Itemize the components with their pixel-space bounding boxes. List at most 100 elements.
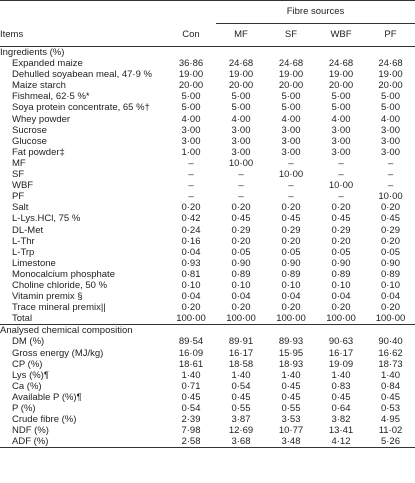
row-label: Trace mineral premix|| bbox=[12, 302, 106, 314]
cell-sf: 0·05 bbox=[281, 246, 301, 258]
cell-con: 18·61 bbox=[178, 358, 204, 370]
cell-wbf: – bbox=[338, 157, 344, 169]
table-row: Sucrose 3·00 3·00 3·00 3·00 3·00 bbox=[0, 125, 415, 136]
table-row: CP (%) 18·61 18·58 18·93 19·09 18·73 bbox=[0, 359, 415, 370]
table-row: Monocalcium phosphate 0·81 0·89 0·89 0·89 0·8… bbox=[0, 269, 415, 280]
cell-sf: 20·00 bbox=[278, 80, 304, 92]
table-row: Total 100·00 100·00 100·00 100·00 100·00 bbox=[0, 313, 415, 325]
cell-con: 0·04 bbox=[181, 246, 201, 258]
cell-pf: 3·00 bbox=[380, 124, 400, 136]
cell-wbf: 13·41 bbox=[328, 425, 354, 437]
cell-con: 1·00 bbox=[181, 146, 201, 158]
cell-wbf: 16·17 bbox=[328, 347, 354, 359]
cell-mf: 0·55 bbox=[231, 403, 251, 414]
cell-wbf: 0·20 bbox=[331, 202, 351, 214]
cell-sf: – bbox=[288, 180, 294, 192]
cell-pf: 0·20 bbox=[380, 235, 400, 247]
table-row: DM (%) 89·54 89·91 89·93 90·63 90·40 bbox=[0, 336, 415, 347]
table-row: Gross energy (MJ/kg) 16·09 16·17 15·95 16·17… bbox=[0, 348, 415, 359]
cell-wbf: 0·83 bbox=[331, 380, 351, 392]
cell-pf: – bbox=[387, 157, 394, 169]
cell-wbf: 5·00 bbox=[331, 102, 351, 114]
cell-sf: 0·45 bbox=[281, 213, 301, 225]
cell-con: 100·00 bbox=[176, 313, 206, 325]
cell-pf: – bbox=[387, 180, 394, 192]
column-header-wbf: WBF bbox=[316, 23, 366, 47]
cell-pf: 16·62 bbox=[378, 347, 403, 359]
cell-pf: 1·40 bbox=[380, 369, 400, 381]
row-label: Fat powder‡ bbox=[12, 146, 65, 158]
cell-wbf: 0·45 bbox=[331, 213, 351, 225]
header-row-columns: Items Con MF SF WBF PF bbox=[0, 23, 415, 47]
table-row: Vitamin premix § 0·04 0·04 0·04 0·04 0·04 bbox=[0, 291, 415, 302]
cell-pf: 0·10 bbox=[380, 279, 400, 291]
cell-mf: 0·04 bbox=[231, 291, 251, 303]
row-label: Expanded maize bbox=[12, 58, 83, 70]
row-label: WBF bbox=[12, 180, 34, 192]
cell-pf: 19·00 bbox=[378, 69, 403, 81]
cell-con: 3·00 bbox=[181, 135, 201, 147]
cell-wbf: 24·68 bbox=[328, 58, 354, 70]
cell-sf: 0·20 bbox=[281, 302, 301, 314]
row-label: NDF (%) bbox=[12, 425, 49, 437]
cell-wbf: 0·20 bbox=[331, 235, 351, 247]
table-row: Glucose 3·00 3·00 3·00 3·00 3·00 bbox=[0, 136, 415, 147]
row-label: Salt bbox=[12, 202, 29, 214]
cell-con: 0·81 bbox=[181, 268, 201, 280]
cell-con: – bbox=[188, 191, 194, 203]
cell-wbf: 100·00 bbox=[326, 313, 356, 325]
cell-sf: 15·95 bbox=[278, 347, 304, 359]
cell-sf: 5·00 bbox=[281, 91, 301, 103]
cell-pf: 0·84 bbox=[380, 380, 400, 392]
cell-pf: 3·00 bbox=[380, 135, 400, 147]
cell-wbf: 19·00 bbox=[328, 69, 354, 81]
row-label: L-Thr bbox=[12, 235, 35, 247]
column-header-sf: SF bbox=[266, 23, 316, 47]
cell-pf: 0·20 bbox=[380, 302, 400, 314]
cell-con: 2·58 bbox=[166, 436, 216, 449]
cell-mf: 24·68 bbox=[228, 58, 254, 70]
cell-pf: 0·45 bbox=[380, 213, 400, 225]
cell-pf: 0·89 bbox=[380, 268, 400, 280]
table-row: Choline chloride, 50 % 0·10 0·10 0·10 0·10 0·… bbox=[0, 280, 415, 291]
cell-wbf: – bbox=[338, 191, 344, 203]
cell-sf: 0·89 bbox=[281, 268, 301, 280]
row-label: Choline chloride, 50 % bbox=[12, 279, 108, 291]
cell-mf: 20·00 bbox=[228, 80, 254, 92]
cell-mf: 3·00 bbox=[231, 135, 251, 147]
cell-wbf: 3·82 bbox=[331, 414, 351, 426]
cell-pf: 0·29 bbox=[380, 224, 400, 236]
cell-con: 0·42 bbox=[181, 213, 201, 225]
cell-sf: 0·20 bbox=[281, 202, 301, 214]
cell-con: 20·00 bbox=[178, 80, 204, 92]
cell-con: 0·45 bbox=[181, 391, 201, 403]
cell-wbf: 1·40 bbox=[331, 369, 351, 381]
table-row: L-Trp 0·04 0·05 0·05 0·05 0·05 bbox=[0, 247, 415, 258]
cell-sf: 18·93 bbox=[278, 358, 304, 370]
cell-sf: 0·45 bbox=[281, 380, 301, 392]
cell-sf: – bbox=[288, 157, 294, 169]
cell-sf: 3·48 bbox=[266, 436, 316, 449]
cell-sf: 0·20 bbox=[281, 235, 301, 247]
row-label: DM (%) bbox=[12, 336, 45, 348]
row-label: ADF (%) bbox=[0, 436, 166, 449]
row-label: Vitamin premix § bbox=[12, 291, 83, 303]
cell-wbf: 3·00 bbox=[331, 135, 351, 147]
row-label: Crude fibre (%) bbox=[12, 414, 77, 426]
cell-sf: 3·53 bbox=[281, 414, 301, 426]
cell-pf: – bbox=[387, 169, 394, 181]
cell-pf: 4·00 bbox=[380, 113, 400, 125]
table-row: Whey powder 4·00 4·00 4·00 4·00 4·00 bbox=[0, 114, 415, 125]
cell-pf: 0·04 bbox=[380, 291, 400, 303]
cell-wbf: 10·00 bbox=[328, 180, 354, 192]
row-label: Soya protein concentrate, 65 %† bbox=[12, 102, 150, 114]
diet-composition-table: Fibre sources Items Con MF SF WBF PF Ing… bbox=[0, 0, 415, 449]
cell-wbf: 90·63 bbox=[328, 336, 354, 348]
row-label: PF bbox=[12, 191, 25, 203]
cell-mf: 0·05 bbox=[231, 246, 251, 258]
cell-con: 0·54 bbox=[181, 403, 201, 414]
cell-sf: 3·00 bbox=[281, 135, 301, 147]
row-label: SF bbox=[12, 169, 25, 181]
table-row: Salt 0·20 0·20 0·20 0·20 0·20 bbox=[0, 202, 415, 213]
cell-con: 16·09 bbox=[178, 347, 204, 359]
